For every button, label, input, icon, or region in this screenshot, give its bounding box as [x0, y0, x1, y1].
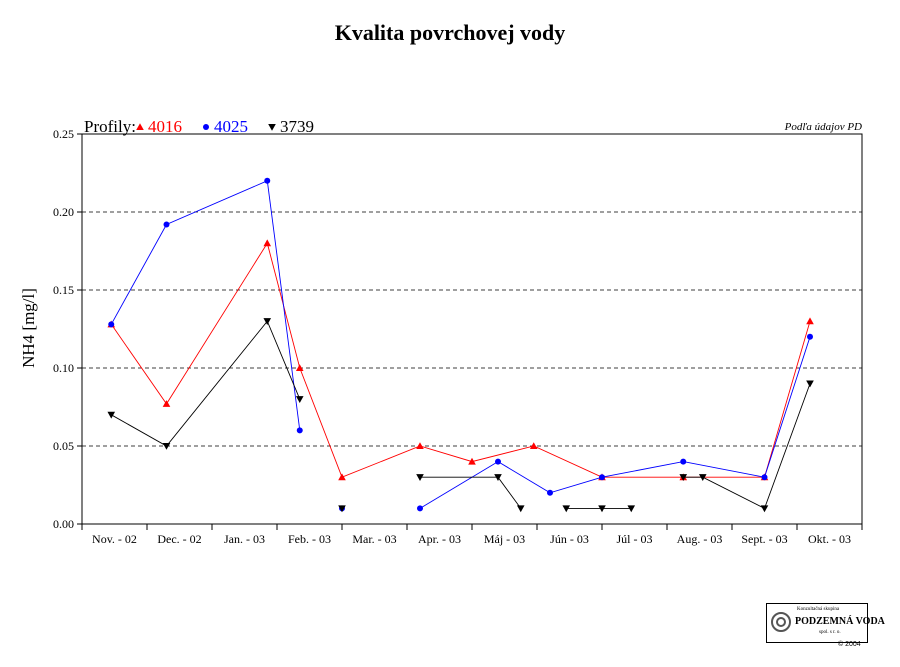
company-logo: Konzultačná skupina PODZEMNÁ VODA spol. …: [766, 603, 885, 643]
x-tick-label: Feb. - 03: [288, 532, 331, 546]
legend-marker-4016: [136, 123, 144, 131]
point-3739: [679, 474, 688, 481]
legend-entry-3739: 3739: [280, 117, 314, 136]
series-line-4016: [110, 242, 811, 478]
legend-entry-4025: 4025: [214, 117, 248, 136]
point-3739: [698, 474, 707, 481]
logo-line-2: PODZEMNÁ VODA: [795, 616, 885, 627]
legend-entry-4016: 4016: [148, 117, 182, 136]
point-3739: [760, 505, 769, 513]
y-tick-label: 0.10: [53, 361, 74, 375]
point-4016: [338, 473, 346, 481]
point-4025: [163, 221, 170, 228]
logo-line-1: Konzultačná skupina: [797, 607, 840, 612]
point-3739: [107, 411, 116, 419]
point-4016: [295, 364, 304, 372]
point-4025: [680, 458, 687, 465]
point-4025: [807, 333, 813, 340]
point-3739: [516, 505, 525, 513]
x-tick-label: Apr. - 03: [418, 532, 461, 546]
point-4025: [547, 489, 553, 496]
x-tick-label: Aug. - 03: [677, 532, 723, 546]
y-tick-label: 0.20: [53, 205, 74, 219]
y-tick-label: 0.25: [53, 127, 74, 141]
x-tick-label: Jún - 03: [550, 532, 589, 546]
y-tick-label: 0.00: [53, 517, 74, 531]
series-3739: [107, 318, 814, 513]
point-4016: [806, 317, 814, 325]
point-4025: [761, 474, 768, 481]
legend-marker-4025: [203, 124, 209, 130]
point-3739: [263, 318, 272, 325]
point-4016: [162, 400, 171, 407]
series-layer: [107, 177, 814, 513]
x-tick-label: Jan. - 03: [224, 532, 265, 546]
x-tick-label: Júl - 03: [617, 532, 653, 546]
logo-ring-icon: [771, 612, 791, 632]
plot-frame: [81, 133, 863, 525]
y-tick-label: 0.05: [53, 439, 74, 453]
point-4016: [263, 239, 272, 247]
logo-inner-ring-icon: [776, 617, 786, 627]
chart-title: Kvalita povrchovej vody: [334, 20, 566, 45]
point-3739: [598, 505, 606, 513]
point-3739: [162, 442, 171, 450]
copyright-text: © 2004: [838, 641, 861, 648]
x-tick-label: Nov. - 02: [92, 532, 137, 546]
point-3739: [338, 505, 346, 513]
legend-title: Profily:: [84, 117, 136, 136]
point-4016: [468, 457, 476, 465]
point-4025: [296, 427, 303, 434]
point-3739: [806, 380, 814, 388]
x-tick-label: Máj - 03: [484, 532, 525, 546]
point-4025: [264, 177, 271, 184]
point-4025: [108, 321, 115, 328]
point-3739: [416, 474, 424, 481]
legend-marker-3739: [268, 123, 276, 131]
y-axis: 0.00 0.05 0.10 0.15 0.20 0.25: [53, 127, 82, 531]
y-axis-label: NH4 [mg/l]: [19, 288, 38, 368]
point-4016: [416, 442, 424, 450]
point-4025: [495, 458, 501, 465]
source-note: Podľa údajov PD: [784, 121, 862, 133]
legend: Profily: 4016 4025 3739: [84, 117, 314, 136]
series-4025: [108, 177, 813, 512]
point-4016: [529, 442, 538, 450]
point-3739: [295, 396, 304, 403]
point-3739: [627, 505, 636, 513]
series-line-3739: [683, 383, 811, 510]
point-4025: [417, 505, 423, 512]
point-3739: [494, 474, 502, 481]
grid-lines: [82, 211, 862, 447]
point-3739: [562, 505, 571, 513]
series-line-4025: [419, 336, 811, 509]
series-4016: [107, 239, 814, 481]
logo-line-3: spol. s r. o.: [819, 630, 841, 635]
y-tick-label: 0.15: [53, 283, 74, 297]
x-tick-label: Sept. - 03: [741, 532, 787, 546]
series-line-3739: [111, 320, 301, 447]
x-tick-label: Dec. - 02: [157, 532, 201, 546]
x-axis: Nov. - 02 Dec. - 02 Jan. - 03 Feb. - 03 Mar.…: [81, 524, 863, 546]
x-tick-label: Okt. - 03: [808, 532, 851, 546]
series-line-3739: [420, 476, 522, 509]
series-line-4025: [110, 180, 301, 431]
point-4025: [599, 474, 605, 481]
x-tick-label: Mar. - 03: [352, 532, 396, 546]
